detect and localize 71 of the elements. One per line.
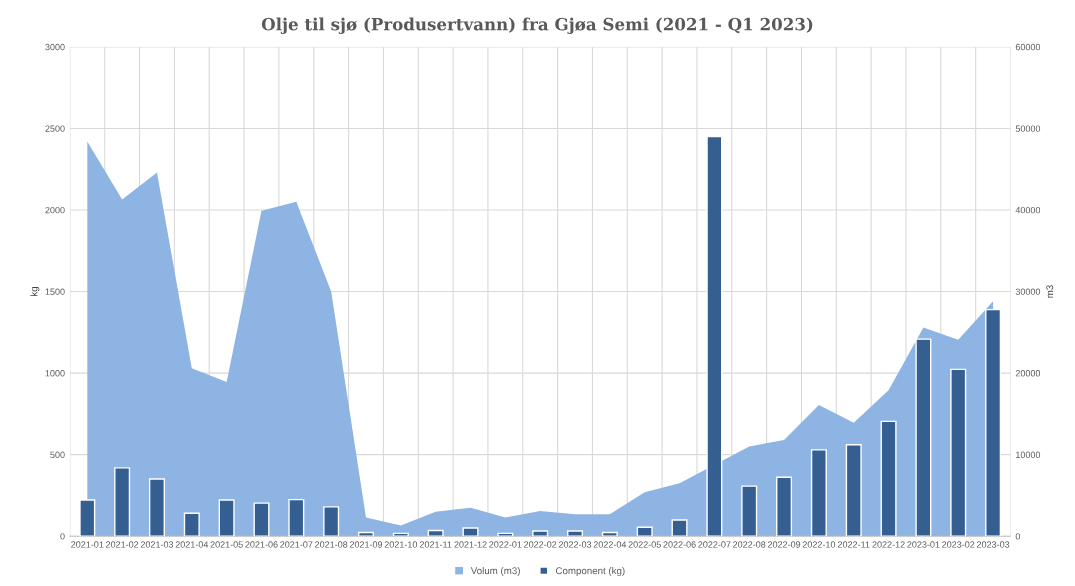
bar bbox=[636, 526, 653, 537]
x-tick-label: 2021-12 bbox=[454, 541, 487, 548]
bar bbox=[915, 338, 932, 537]
chart-title: Olje til sjø (Produsertvann) fra Gjøa Semi (2021 - Q1 2023) bbox=[261, 17, 813, 34]
y2-tick-label: 0 bbox=[1015, 533, 1021, 540]
y-tick-label: 0 bbox=[60, 533, 65, 540]
bar bbox=[183, 512, 200, 537]
legend-label: Component (kg) bbox=[555, 567, 625, 577]
bar bbox=[567, 530, 584, 537]
bar bbox=[950, 368, 967, 537]
x-tick-label: 2022-08 bbox=[733, 541, 766, 548]
x-tick-label: 2021-09 bbox=[349, 541, 383, 548]
x-tick-label: 2022-05 bbox=[628, 541, 661, 548]
bar bbox=[706, 135, 723, 537]
bar bbox=[218, 499, 235, 537]
x-tick-label: 2021-05 bbox=[210, 541, 243, 548]
y-tick-label: 2000 bbox=[45, 206, 65, 214]
y-tick-label: 3000 bbox=[45, 43, 65, 51]
x-tick-label: 2022-01 bbox=[489, 541, 522, 548]
y2-tick-label: 10000 bbox=[1016, 451, 1041, 458]
legend-label: Volum (m3) bbox=[470, 567, 520, 577]
bar bbox=[845, 443, 862, 537]
x-tick-label: 2021-07 bbox=[280, 541, 313, 548]
bar bbox=[253, 502, 270, 537]
x-tick-label: 2021-04 bbox=[175, 541, 209, 548]
x-tick-label: 2022-12 bbox=[872, 541, 905, 548]
y-tick-label: 1000 bbox=[45, 370, 65, 377]
y2-tick-label: 60000 bbox=[1015, 43, 1041, 51]
y2-tick-label: 20000 bbox=[1015, 370, 1041, 377]
bar bbox=[288, 498, 305, 537]
y-tick-label: 500 bbox=[50, 451, 65, 458]
x-tick-label: 2023-03 bbox=[976, 541, 1010, 548]
bar bbox=[671, 519, 688, 537]
y2-tick-label: 30000 bbox=[1015, 288, 1041, 295]
bar bbox=[741, 485, 758, 537]
bar bbox=[532, 530, 549, 537]
x-tick-label: 2021-10 bbox=[384, 541, 418, 548]
bar bbox=[462, 527, 479, 537]
x-tick-label: 2023-01 bbox=[907, 541, 940, 548]
x-tick-label: 2022-04 bbox=[593, 541, 627, 548]
y-tick-label: 2500 bbox=[45, 125, 65, 132]
bar bbox=[985, 308, 1002, 537]
bar bbox=[880, 420, 897, 537]
x-tick-label: 2023-02 bbox=[942, 541, 975, 548]
bar bbox=[148, 478, 165, 537]
y2-axis-title: m3 bbox=[1046, 285, 1054, 298]
x-tick-label: 2022-10 bbox=[802, 541, 836, 548]
x-tick-label: 2022-11 bbox=[837, 541, 870, 548]
y-axis-title: kg bbox=[30, 287, 40, 297]
x-tick-label: 2022-09 bbox=[767, 541, 801, 548]
bar bbox=[427, 529, 444, 537]
bar bbox=[323, 506, 340, 537]
x-tick-label: 2021-11 bbox=[419, 541, 452, 548]
y-tick-label: 1500 bbox=[45, 288, 65, 295]
y2-tick-label: 50000 bbox=[1015, 125, 1041, 132]
x-tick-label: 2021-08 bbox=[315, 541, 348, 548]
bar bbox=[79, 499, 96, 537]
x-tick-label: 2022-03 bbox=[558, 541, 592, 548]
bar bbox=[357, 531, 375, 537]
x-tick-label: 2022-02 bbox=[524, 541, 557, 548]
bar bbox=[810, 449, 827, 537]
bar bbox=[776, 476, 793, 537]
bar bbox=[114, 467, 131, 537]
y2-tick-label: 40000 bbox=[1015, 206, 1041, 214]
bar bbox=[601, 531, 618, 537]
x-tick-label: 2022-06 bbox=[663, 541, 696, 548]
x-tick-label: 2021-03 bbox=[140, 541, 174, 548]
x-tick-label: 2021-02 bbox=[106, 541, 139, 548]
x-tick-label: 2022-07 bbox=[698, 541, 731, 548]
x-tick-label: 2021-06 bbox=[245, 541, 278, 548]
x-tick-label: 2021-01 bbox=[71, 541, 104, 548]
